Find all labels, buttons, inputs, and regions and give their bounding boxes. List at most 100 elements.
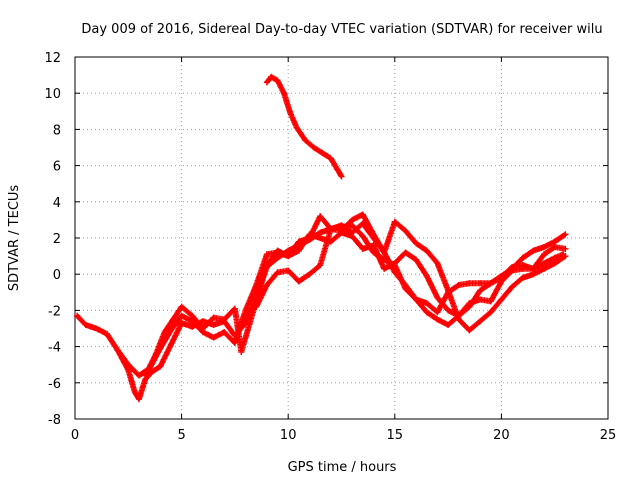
data-point [562,231,569,238]
data-point [210,334,217,341]
data-point [93,325,100,332]
data-point [153,350,160,357]
chart-title: Day 009 of 2016, Sidereal Day-to-day VTE… [81,22,602,37]
data-point [477,280,484,287]
data-point [285,267,292,274]
data-point [274,77,281,84]
data-point [221,316,228,323]
data-point [487,280,494,287]
data-point [413,256,420,263]
data-point [306,235,313,241]
data-point [551,254,558,261]
data-point [231,305,238,312]
data-point [519,265,526,272]
data-point [238,349,245,356]
data-point [327,155,334,162]
x-tick-label: 5 [177,428,185,443]
data-point [317,235,324,241]
data-point [157,363,164,370]
data-point [434,309,441,316]
data-point [199,325,206,332]
data-point [413,296,420,303]
data-point [274,247,281,254]
data-point [551,260,558,267]
data-point [466,280,473,287]
data-point [562,245,569,252]
data-point [178,312,185,319]
data-point [334,166,341,173]
data-point [541,244,548,251]
data-point [189,312,196,319]
data-point [381,265,388,272]
data-point [221,329,228,336]
data-point [293,124,300,131]
y-tick-label: -4 [48,341,61,356]
data-point [519,254,526,261]
data-point [551,238,558,245]
data-point [103,330,110,337]
y-tick-label: 4 [53,196,61,211]
data-point [349,222,356,229]
data-point [466,327,473,334]
data-point [498,278,505,285]
data-point [487,298,494,305]
y-tick-label: 2 [53,232,61,247]
data-point [295,238,302,245]
data-point [455,316,462,323]
data-point [509,265,516,272]
data-point [381,249,388,256]
data-point [142,372,149,379]
data-point [445,307,452,314]
data-point [310,144,317,151]
data-point [530,265,537,272]
y-tick-label: 0 [53,268,61,283]
data-point [477,287,484,294]
data-point [423,309,430,316]
data-point [161,329,168,336]
data-point [246,320,253,327]
data-point [541,265,548,272]
data-point [114,347,121,354]
data-point [170,316,177,323]
data-point [178,320,185,327]
y-axis-label: SDTVAR / TECUs [7,185,22,292]
data-point [370,242,377,249]
y-tick-label: 6 [53,160,61,175]
x-tick-label: 25 [600,428,617,443]
data-point [359,220,366,227]
data-point [306,271,313,278]
data-point [359,245,366,252]
data-point [530,247,537,254]
data-point [268,73,275,80]
tick-labels: 0 5 10 15 20 25 -8 -6 -4 -2 0 2 4 6 8 10 12 [44,51,616,443]
data-point [562,253,569,260]
data-point [167,327,174,334]
y-tick-label: -2 [48,304,61,319]
data-point [434,316,441,323]
data-point [423,273,430,280]
data-point [199,318,206,325]
data-point [189,323,196,330]
data-point [242,307,249,314]
data-point [391,218,398,225]
data-point [509,283,516,290]
x-tick-label: 15 [387,428,404,443]
data-point [317,262,324,269]
y-tick-label: -6 [48,377,61,392]
data-point [541,251,548,258]
data-point [287,110,294,117]
data-point [274,254,281,261]
data-point [402,282,409,289]
axes [74,56,609,420]
data-point [210,321,217,328]
data-point [295,247,302,254]
data-point [263,79,270,86]
data-point [423,247,430,254]
x-axis-label: GPS time / hours [288,460,397,475]
plot-frame [74,56,609,420]
data-point [263,282,270,289]
data-marker-track [253,218,569,334]
data-point [167,341,174,348]
data-point [125,361,132,368]
